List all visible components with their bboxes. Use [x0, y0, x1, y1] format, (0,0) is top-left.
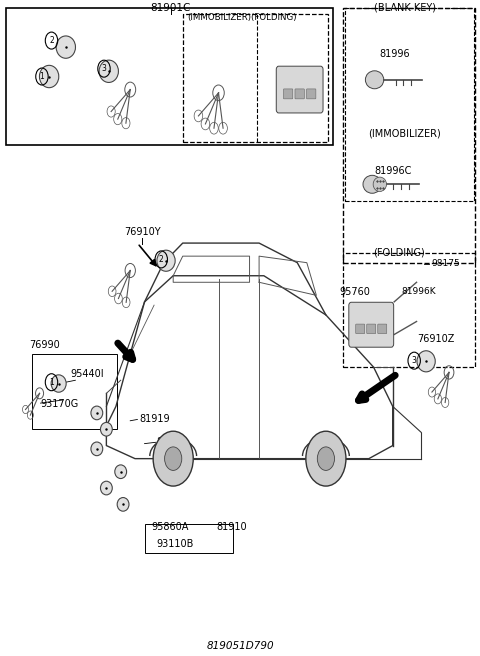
- Text: 76910Z: 76910Z: [417, 335, 455, 344]
- Circle shape: [165, 447, 182, 470]
- Text: 95440I: 95440I: [71, 369, 104, 379]
- Text: (IMMOBILIZER)(FOLDING): (IMMOBILIZER)(FOLDING): [188, 13, 297, 22]
- Text: 81901C: 81901C: [151, 3, 191, 12]
- Text: 93110B: 93110B: [156, 539, 194, 548]
- Ellipse shape: [51, 375, 66, 392]
- FancyBboxPatch shape: [356, 324, 365, 334]
- FancyBboxPatch shape: [307, 89, 316, 99]
- Ellipse shape: [417, 351, 435, 372]
- Text: 98175: 98175: [431, 260, 460, 268]
- Ellipse shape: [99, 60, 119, 83]
- FancyBboxPatch shape: [349, 302, 394, 347]
- Ellipse shape: [115, 465, 127, 478]
- Text: 2: 2: [159, 255, 164, 264]
- Text: 819051D790: 819051D790: [206, 642, 274, 651]
- FancyBboxPatch shape: [367, 324, 376, 334]
- Ellipse shape: [363, 175, 382, 194]
- FancyBboxPatch shape: [295, 89, 304, 99]
- Text: 3: 3: [102, 64, 107, 73]
- Text: 81919: 81919: [140, 415, 170, 424]
- Text: 1: 1: [39, 72, 44, 81]
- Ellipse shape: [91, 406, 103, 420]
- FancyBboxPatch shape: [283, 89, 293, 99]
- Text: 76910Y: 76910Y: [124, 226, 160, 237]
- Text: 76990: 76990: [29, 340, 60, 350]
- Ellipse shape: [117, 497, 129, 511]
- Circle shape: [153, 431, 193, 486]
- Text: 95860A: 95860A: [152, 522, 189, 531]
- Circle shape: [317, 447, 335, 470]
- Ellipse shape: [56, 36, 75, 58]
- Text: (IMMOBILIZER): (IMMOBILIZER): [368, 129, 441, 139]
- Text: 81996C: 81996C: [374, 166, 411, 176]
- Text: (FOLDING): (FOLDING): [372, 247, 424, 257]
- Ellipse shape: [100, 482, 112, 495]
- Text: 2: 2: [49, 36, 54, 45]
- Text: 3: 3: [412, 356, 417, 365]
- FancyBboxPatch shape: [276, 66, 323, 113]
- FancyBboxPatch shape: [378, 324, 387, 334]
- Ellipse shape: [373, 177, 386, 192]
- Text: 1: 1: [49, 378, 54, 387]
- Text: 81996K: 81996K: [402, 287, 436, 296]
- Ellipse shape: [91, 442, 103, 456]
- Text: 93170G: 93170G: [40, 400, 79, 409]
- Ellipse shape: [100, 422, 112, 436]
- Ellipse shape: [157, 250, 175, 272]
- Ellipse shape: [39, 66, 59, 88]
- Text: 81910: 81910: [216, 522, 247, 532]
- Text: (BLANK KEY): (BLANK KEY): [373, 3, 436, 12]
- Ellipse shape: [365, 71, 384, 89]
- Text: 95760: 95760: [339, 287, 370, 297]
- Text: 81996: 81996: [380, 49, 410, 58]
- Text: 81918: 81918: [156, 438, 187, 447]
- Circle shape: [306, 431, 346, 486]
